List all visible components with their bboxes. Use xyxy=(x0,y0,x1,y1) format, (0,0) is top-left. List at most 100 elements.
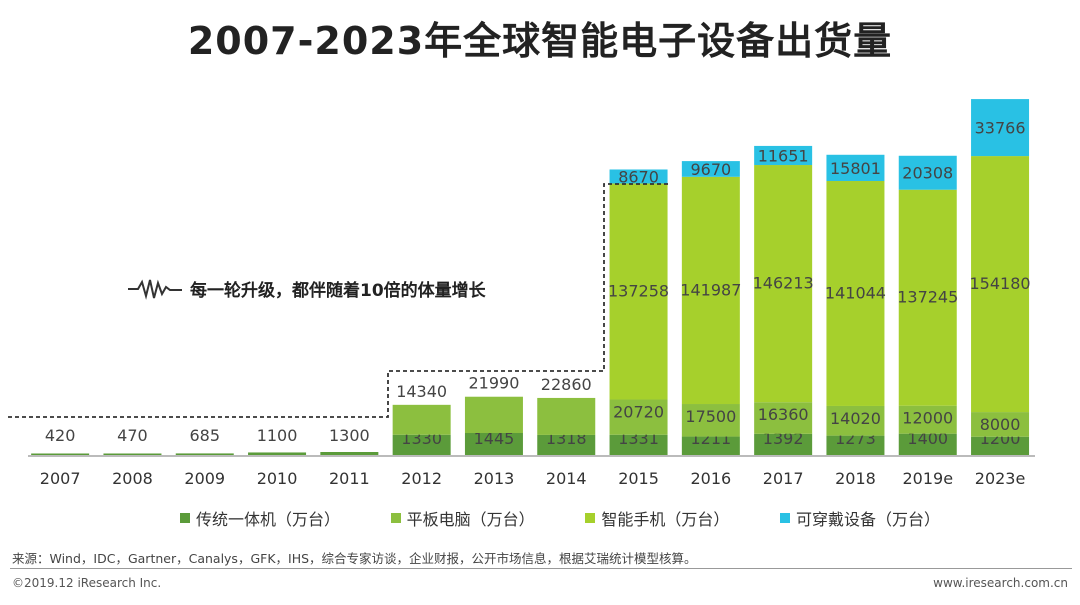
value-label-tablet-2012: 14340 xyxy=(396,382,447,401)
bar-phone-2017 xyxy=(754,165,813,403)
value-label-tablet-2015: 20720 xyxy=(613,403,664,422)
legend-item-phone: 智能手机（万台） xyxy=(585,506,729,530)
x-tick-label-2012: 2012 xyxy=(401,469,442,488)
value-label-pc-2010: 1100 xyxy=(257,426,298,445)
value-label-wearable-2016: 9670 xyxy=(690,160,731,179)
value-label-tablet-2014: 22860 xyxy=(541,375,592,394)
value-label-phone-2016: 141987 xyxy=(680,280,741,299)
x-tick-label-2007: 2007 xyxy=(40,469,81,488)
x-tick-label-2019e: 2019e xyxy=(902,469,953,488)
legend: 传统一体机（万台） 平板电脑（万台） 智能手机（万台） 可穿戴设备（万台） xyxy=(180,507,940,529)
legend-swatch-pc xyxy=(180,513,190,523)
legend-item-pc: 传统一体机（万台） xyxy=(180,506,340,530)
legend-swatch-tablet xyxy=(390,513,401,523)
legend-label-tablet: 平板电脑（万台） xyxy=(406,510,535,529)
bar-pc-2015 xyxy=(609,434,668,455)
x-tick-label-2023e: 2023e xyxy=(975,469,1026,488)
value-label-pc-2019e: 1400 xyxy=(907,429,948,448)
value-label-tablet-2017: 16360 xyxy=(758,405,809,424)
upgrade-step-line xyxy=(8,183,668,418)
bar-phone-2015 xyxy=(609,183,668,400)
bar-tablet-2012 xyxy=(392,404,451,435)
bar-phone-2023e xyxy=(971,156,1030,413)
value-label-pc-2009: 685 xyxy=(189,426,220,445)
value-label-tablet-2019e: 12000 xyxy=(902,409,953,428)
bar-tablet-2018 xyxy=(826,405,885,436)
value-label-phone-2023e: 154180 xyxy=(970,274,1031,293)
bar-wearable-2017 xyxy=(754,145,813,166)
annotation-text: 每一轮升级，都伴随着10倍的体量增长 xyxy=(190,281,486,301)
bar-phone-2019e xyxy=(898,189,957,406)
bar-wearable-2018 xyxy=(826,154,885,181)
legend-swatch-phone xyxy=(585,513,596,523)
bar-pc-2008 xyxy=(103,453,162,455)
value-label-phone-2015: 137258 xyxy=(608,281,669,300)
bar-pc-2007 xyxy=(31,453,90,455)
x-tick-label-2008: 2008 xyxy=(112,469,153,488)
value-label-tablet-2013: 21990 xyxy=(468,374,519,393)
website-url[interactable]: www.iresearch.com.cn xyxy=(933,576,1068,590)
bar-wearable-2019e xyxy=(898,155,957,190)
bar-pc-2009 xyxy=(175,453,234,455)
value-label-wearable-2019e: 20308 xyxy=(902,164,953,183)
bar-pc-2019e xyxy=(898,433,957,455)
value-label-pc-2011: 1300 xyxy=(329,426,370,445)
footer-divider xyxy=(10,568,1072,569)
bar-tablet-2014 xyxy=(537,397,596,435)
x-tick-label-2009: 2009 xyxy=(184,469,225,488)
legend-item-tablet: 平板电脑（万台） xyxy=(390,506,535,530)
bar-pc-2017 xyxy=(754,433,813,455)
legend-label-phone: 智能手机（万台） xyxy=(601,510,730,529)
bar-wearable-2015 xyxy=(609,169,668,184)
bar-tablet-2013 xyxy=(464,396,523,433)
value-label-tablet-2018: 14020 xyxy=(830,409,881,428)
bar-tablet-2015 xyxy=(609,399,668,435)
copyright: ©2019.12 iResearch Inc. xyxy=(12,576,162,590)
x-tick-label-2010: 2010 xyxy=(257,469,298,488)
bar-tablet-2019e xyxy=(898,405,957,434)
value-label-phone-2018: 141044 xyxy=(825,283,886,302)
value-label-phone-2019e: 137245 xyxy=(897,288,958,307)
waveform-icon xyxy=(128,278,182,300)
x-tick-label-2013: 2013 xyxy=(474,469,515,488)
bar-phone-2016 xyxy=(681,176,740,405)
value-label-pc-2008: 470 xyxy=(117,426,148,445)
value-label-pc-2007: 420 xyxy=(45,426,76,445)
value-label-wearable-2023e: 33766 xyxy=(975,119,1026,138)
bar-pc-2014 xyxy=(537,434,596,455)
value-label-wearable-2015: 8670 xyxy=(618,167,659,186)
bar-tablet-2017 xyxy=(754,402,813,434)
bar-phone-2018 xyxy=(826,180,885,406)
bar-pc-2013 xyxy=(464,433,523,455)
value-label-tablet-2023e: 8000 xyxy=(980,415,1021,434)
bar-pc-2012 xyxy=(392,434,451,455)
chart-plot: 420 470 685 1100 1300 13301434014452199013182… xyxy=(8,99,1035,488)
legend-label-pc: 传统一体机（万台） xyxy=(196,510,341,529)
bar-pc-2023e xyxy=(971,436,1030,455)
value-label-wearable-2018: 15801 xyxy=(830,159,881,178)
bar-pc-2010 xyxy=(248,452,307,455)
bar-pc-2018 xyxy=(826,435,885,455)
x-tick-label-2017: 2017 xyxy=(763,469,804,488)
legend-item-wearable: 可穿戴设备（万台） xyxy=(779,506,940,530)
x-tick-label-2016: 2016 xyxy=(690,469,731,488)
value-label-phone-2017: 146213 xyxy=(753,274,814,293)
source-note: 来源：Wind，IDC，Gartner，Canalys，GFK，IHS，综合专家… xyxy=(12,551,697,566)
bar-tablet-2016 xyxy=(681,404,740,437)
value-label-tablet-2016: 17500 xyxy=(685,407,736,426)
bar-pc-2011 xyxy=(320,452,379,455)
bar-wearable-2023e xyxy=(971,99,1030,157)
x-tick-label-2014: 2014 xyxy=(546,469,587,488)
bar-tablet-2023e xyxy=(971,412,1030,437)
bar-pc-2016 xyxy=(681,436,740,455)
x-tick-label-2018: 2018 xyxy=(835,469,876,488)
bar-wearable-2016 xyxy=(681,161,740,177)
legend-label-wearable: 可穿戴设备（万台） xyxy=(795,510,940,529)
x-tick-label-2011: 2011 xyxy=(329,469,370,488)
x-tick-label-2015: 2015 xyxy=(618,469,659,488)
annotation: 每一轮升级，都伴随着10倍的体量增长 xyxy=(128,276,486,301)
value-label-pc-2013: 1445 xyxy=(474,429,515,448)
legend-swatch-wearable xyxy=(779,513,790,523)
value-label-wearable-2017: 11651 xyxy=(758,146,809,165)
chart-title: 2007-2023年全球智能电子设备出货量 xyxy=(187,19,893,63)
